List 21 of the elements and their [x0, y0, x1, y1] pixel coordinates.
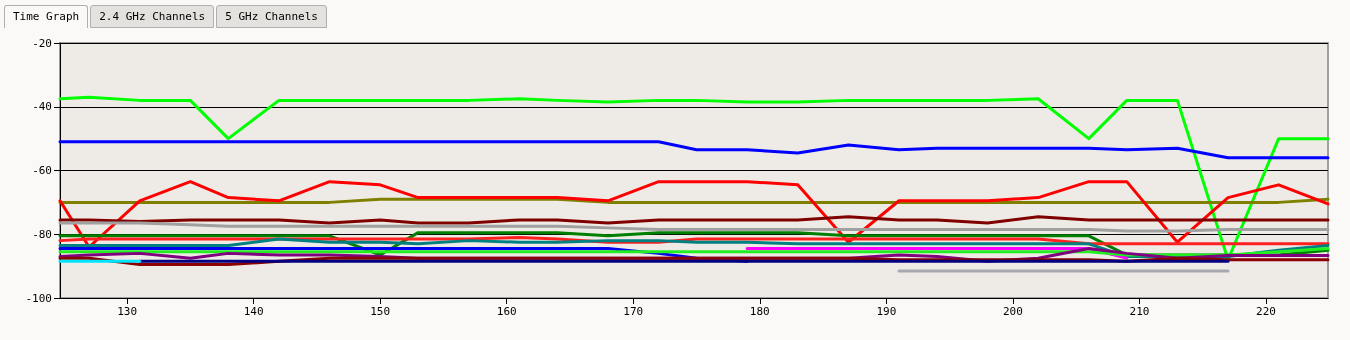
text: 5 GHz Channels [216, 5, 327, 28]
text: Time Graph [4, 5, 89, 28]
y-tick-label: -20 [32, 36, 52, 50]
y-tick-label: -40 [32, 100, 52, 114]
x-tick-label: 170 [623, 305, 644, 318]
x-tick-label: 180 [749, 305, 770, 318]
x-tick-label: 160 [496, 305, 517, 318]
line-series [58, 215, 1330, 225]
text: 2.4 GHz Channels [90, 5, 215, 28]
x-tick-label: 150 [370, 305, 391, 318]
x-tick-label: 190 [876, 305, 897, 318]
x-tick-label: 210 [1129, 305, 1150, 318]
y-tick-label: -60 [32, 164, 52, 177]
x-tick-label: 140 [243, 305, 264, 318]
x-tick-label: 200 [1002, 305, 1023, 318]
y-tick-label: -100 [25, 291, 52, 305]
y-tick-label: -80 [32, 227, 52, 241]
x-tick-label: 220 [1256, 305, 1276, 318]
x-tick-label: 130 [117, 305, 138, 318]
line-series [58, 140, 1330, 160]
line-series [58, 256, 1330, 267]
